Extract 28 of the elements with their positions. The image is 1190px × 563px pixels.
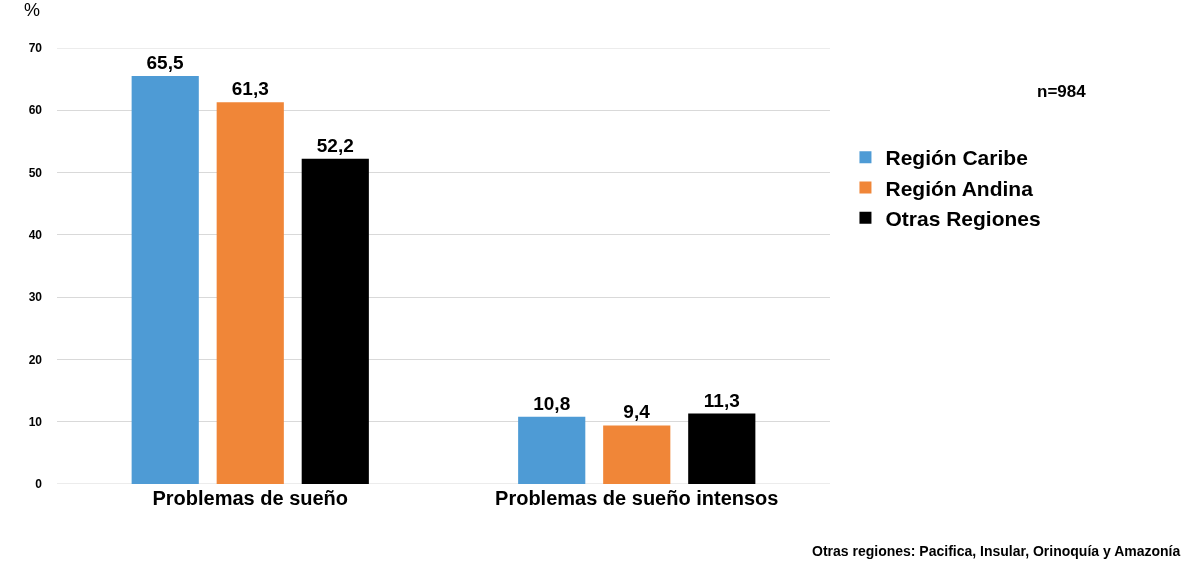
text: n=984 <box>1037 82 1087 101</box>
y-tick-label: 40 <box>28 228 43 243</box>
bar <box>518 416 586 484</box>
text: Otras regiones: Pacifica, Insular, Orinoquía y Amazonía <box>812 543 1181 559</box>
data-label: 52,2 <box>316 134 354 156</box>
y-tick-label: 70 <box>28 41 43 56</box>
data-label: 65,5 <box>146 52 184 74</box>
y-tick-label: 10 <box>28 414 43 429</box>
bar <box>131 76 199 484</box>
data-label: 9,4 <box>623 401 651 423</box>
y-tick-label: 30 <box>28 290 43 305</box>
legend-label: Región Caribe <box>885 146 1028 170</box>
data-label: 10,8 <box>533 392 571 414</box>
legend-label: Otras Regiones <box>885 206 1041 230</box>
bar <box>216 102 284 484</box>
y-tick-label: 20 <box>28 352 43 367</box>
x-tick-label: Problemas de sueño intensos <box>495 487 779 509</box>
bar <box>688 413 756 484</box>
y-axis-title: % <box>24 0 41 20</box>
legend-label: Región Andina <box>885 176 1034 200</box>
y-tick-label: 50 <box>28 165 43 180</box>
data-label: 11,3 <box>703 389 740 411</box>
x-tick-label: Problemas de sueño <box>152 487 349 509</box>
y-tick-label: 60 <box>28 103 43 118</box>
bar <box>603 425 671 484</box>
data-label: 61,3 <box>231 78 269 100</box>
bar <box>301 158 369 484</box>
y-tick-label: 0 <box>35 477 43 492</box>
